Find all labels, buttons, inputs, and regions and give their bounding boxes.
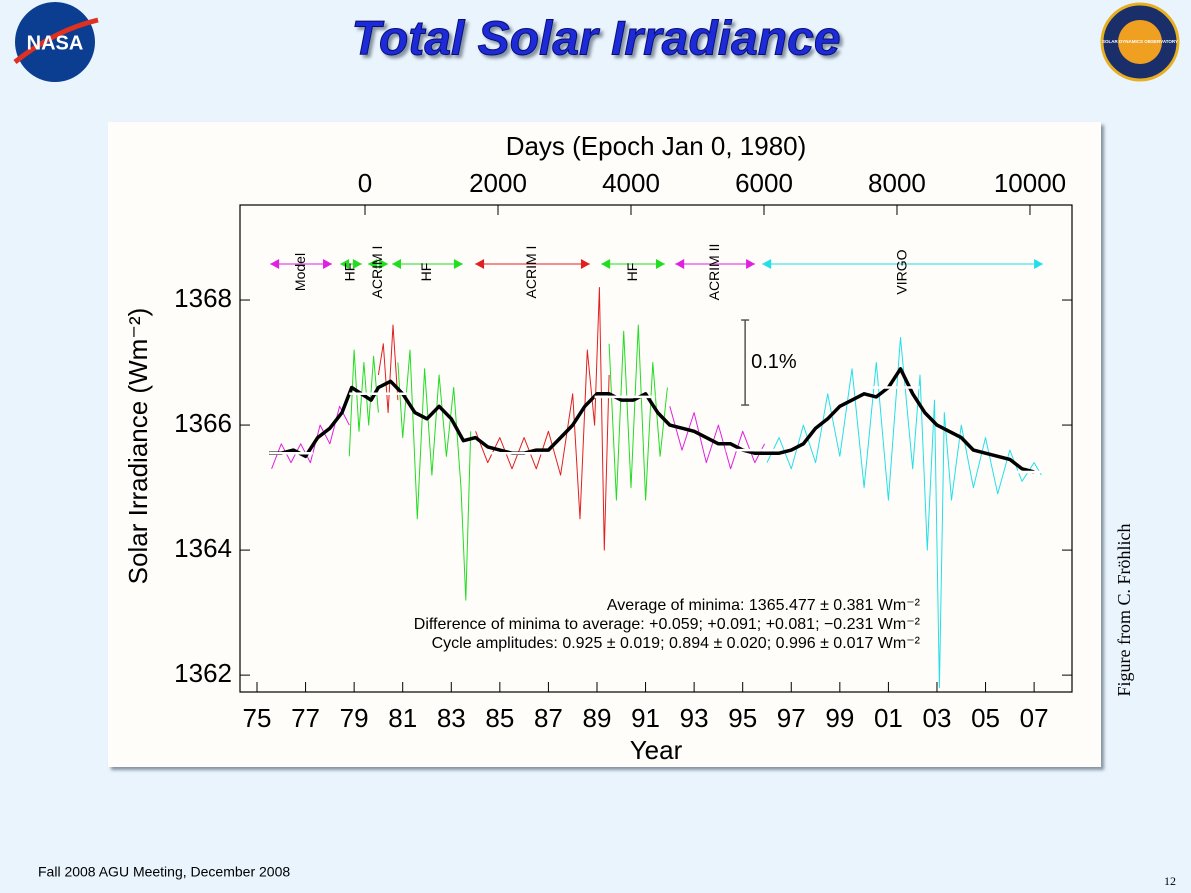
x-tick-label: 83	[437, 703, 466, 733]
series-line	[348, 349, 379, 457]
arrow-head	[601, 259, 611, 269]
arrow-head	[746, 259, 756, 269]
credit: Figure from C. Fröhlich	[1114, 524, 1134, 697]
logo-swoosh	[13, 17, 99, 64]
arrow-head	[762, 259, 772, 269]
sdo-logo: SOLAR DYNAMICS OBSERVATORY	[1100, 2, 1180, 82]
x-tick-label: 91	[631, 703, 660, 733]
x-tick-label: 93	[680, 703, 709, 733]
x-tick-label: 89	[583, 703, 612, 733]
y-tick-label: 1366	[174, 408, 232, 438]
plot-frame	[239, 204, 1073, 693]
x-tick-label: 05	[971, 703, 1000, 733]
arrow-head	[392, 259, 402, 269]
x-tick-label: 77	[291, 703, 320, 733]
x-tick-label: 79	[340, 703, 369, 733]
series-line	[377, 324, 399, 414]
x2-tick-label: 6000	[735, 168, 793, 198]
arrow-head	[270, 259, 280, 269]
y-axis-label: Solar Irradiance (Wm⁻²)	[123, 308, 153, 585]
y-tick-label: 1364	[174, 533, 232, 563]
instrument-label: HF	[624, 263, 640, 282]
instrument-label: ACRIM I	[523, 246, 539, 299]
x2-tick-label: 8000	[868, 168, 926, 198]
x-tick-label: 03	[923, 703, 952, 733]
arrow-head	[453, 259, 463, 269]
arrow-head	[1034, 259, 1044, 269]
footer: Fall 2008 AGU Meeting, December 2008	[38, 864, 290, 880]
x2-tick-label: 10000	[994, 168, 1066, 198]
annotation: Average of minima: 1365.477 ± 0.381 Wm⁻²	[607, 597, 921, 614]
x-tick-label: 97	[777, 703, 806, 733]
chart-panel	[108, 122, 1101, 767]
x-tick-label: 85	[485, 703, 514, 733]
x-tick-label: 99	[825, 703, 854, 733]
x-tick-label: 01	[874, 703, 903, 733]
scale-label: 0.1%	[751, 351, 797, 373]
logo-disc	[15, 2, 95, 82]
arrow-head	[379, 259, 389, 269]
instrument-label: ACRIM II	[706, 244, 722, 301]
logo-text: NASA	[27, 32, 84, 54]
arrow-head	[580, 259, 590, 269]
x-tick-label: 95	[728, 703, 757, 733]
arrow-head	[340, 259, 350, 269]
arrow-head	[352, 259, 362, 269]
instrument-label: Model	[292, 253, 308, 291]
series-line	[269, 367, 1035, 474]
series-line	[766, 337, 1042, 689]
series-line	[608, 324, 668, 501]
x-tick-label: 87	[534, 703, 563, 733]
arrow-head	[655, 259, 665, 269]
logo-sun	[1118, 20, 1162, 64]
x-tick-label: 81	[388, 703, 417, 733]
nasa-logo: NASA	[13, 2, 99, 82]
y-tick-label: 1368	[174, 283, 232, 313]
instrument-label: HF	[418, 263, 434, 282]
arrow-head	[323, 259, 333, 269]
x2-tick-label: 0	[358, 168, 372, 198]
logo-text: SOLAR DYNAMICS OBSERVATORY	[1102, 39, 1178, 44]
arrow-head	[367, 259, 377, 269]
x2-tick-label: 2000	[469, 168, 527, 198]
instrument-label: HF	[342, 263, 358, 282]
x-tick-label: 07	[1020, 703, 1049, 733]
x2-axis-label: Days (Epoch Jan 0, 1980)	[506, 131, 807, 161]
instrument-label: ACRIM I	[369, 246, 385, 299]
x-tick-label: 75	[243, 703, 272, 733]
annotation: Difference of minima to average: +0.059;…	[414, 616, 921, 633]
x2-tick-label: 4000	[602, 168, 660, 198]
arrow-head	[475, 259, 485, 269]
slide-title: Total Solar Irradiance	[351, 13, 840, 66]
series-line	[397, 349, 472, 601]
series-line	[475, 287, 610, 551]
page-number: 12	[1164, 874, 1176, 888]
instrument-label: VIRGO	[893, 249, 909, 294]
arrow-head	[675, 259, 685, 269]
annotation: Cycle amplitudes: 0.925 ± 0.019; 0.894 ±…	[432, 635, 921, 652]
y-tick-label: 1362	[174, 658, 232, 688]
x-axis-label: Year	[630, 735, 683, 765]
